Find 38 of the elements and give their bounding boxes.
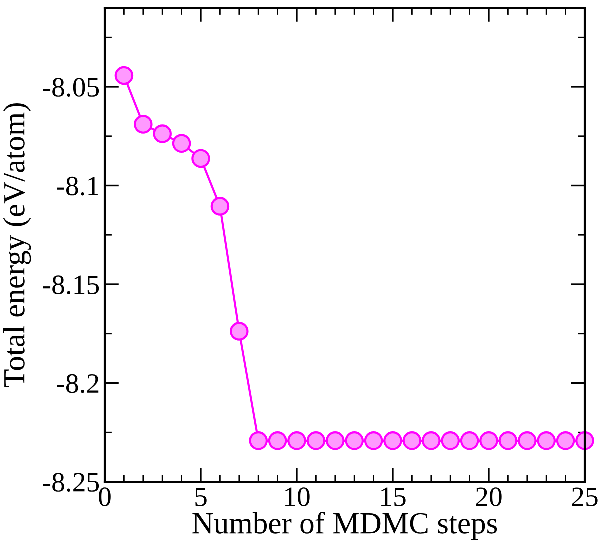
point xyxy=(402,432,422,450)
x-tick-label: 10 xyxy=(286,488,310,506)
point xyxy=(210,197,230,216)
x-tick-label: 20 xyxy=(476,488,502,506)
point xyxy=(288,432,306,450)
point xyxy=(306,432,326,450)
x-tick-label: 25 xyxy=(572,488,598,506)
point xyxy=(480,432,498,450)
point xyxy=(172,134,192,154)
x-tick-label: 0 xyxy=(99,488,111,506)
y-tick-label: -8.15 xyxy=(43,276,100,295)
point xyxy=(153,124,172,144)
y-tick-label: -8.25 xyxy=(43,473,100,492)
point xyxy=(441,432,460,450)
point xyxy=(537,432,556,450)
point xyxy=(556,432,576,450)
point xyxy=(134,115,153,134)
point xyxy=(268,432,288,450)
y-tick-label: -8.05 xyxy=(43,78,100,98)
point xyxy=(192,149,210,168)
point xyxy=(498,432,518,450)
point xyxy=(345,432,364,450)
point xyxy=(384,432,402,450)
x-axis-title: Number of MDMC steps xyxy=(192,512,498,540)
y-tick-label: -8.1 xyxy=(57,176,98,196)
x-tick-label: 15 xyxy=(382,488,406,506)
point xyxy=(422,432,441,450)
point xyxy=(230,322,249,341)
point xyxy=(364,432,384,450)
point xyxy=(114,66,134,86)
y-tick-label: -8.2 xyxy=(57,374,99,394)
point xyxy=(326,432,345,450)
y-axis-title: Total energy (eV/atom) xyxy=(3,103,32,388)
point xyxy=(460,432,480,450)
point xyxy=(518,432,537,450)
point xyxy=(576,432,594,450)
point xyxy=(249,432,268,450)
x-tick-label: 5 xyxy=(196,488,207,506)
